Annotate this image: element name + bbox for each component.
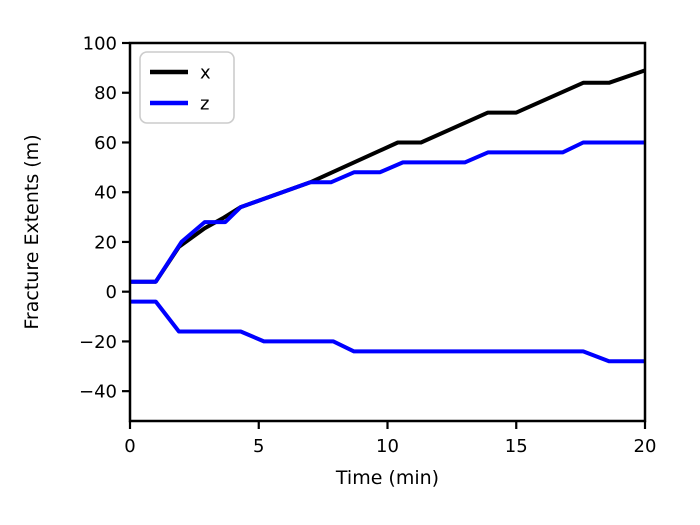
y-tick-label: 40 bbox=[94, 183, 117, 204]
y-tick-label: 20 bbox=[94, 232, 117, 253]
y-tick-label: 80 bbox=[94, 83, 117, 104]
x-tick-label: 10 bbox=[376, 436, 399, 457]
legend-frame bbox=[139, 51, 235, 124]
series-z-upper-line bbox=[130, 140, 645, 284]
y-axis-title: Fracture Extents (m) bbox=[21, 134, 43, 329]
legend-label-x: x bbox=[200, 63, 211, 84]
series-z-lower-line bbox=[130, 299, 645, 364]
x-axis-title: Time (min) bbox=[335, 467, 439, 489]
y-tick-label: −40 bbox=[79, 382, 117, 403]
x-tick-label: 20 bbox=[634, 436, 657, 457]
x-axis: 0 5 10 15 20 Time (min) bbox=[124, 421, 656, 489]
y-tick-label: 0 bbox=[106, 282, 117, 303]
x-tick-label: 5 bbox=[253, 436, 264, 457]
legend-label-z: z bbox=[200, 94, 209, 115]
x-tick-label: 15 bbox=[505, 436, 528, 457]
series-x-line bbox=[130, 68, 646, 284]
x-tick-label: 0 bbox=[124, 436, 135, 457]
y-tick-label: 100 bbox=[83, 34, 117, 55]
y-tick-label: −20 bbox=[79, 332, 117, 353]
legend: xz bbox=[139, 51, 235, 124]
y-tick-label: 60 bbox=[94, 133, 117, 154]
y-axis: 100 80 60 40 20 0 −20 −40 Fracture Extents (m) bbox=[21, 34, 130, 403]
